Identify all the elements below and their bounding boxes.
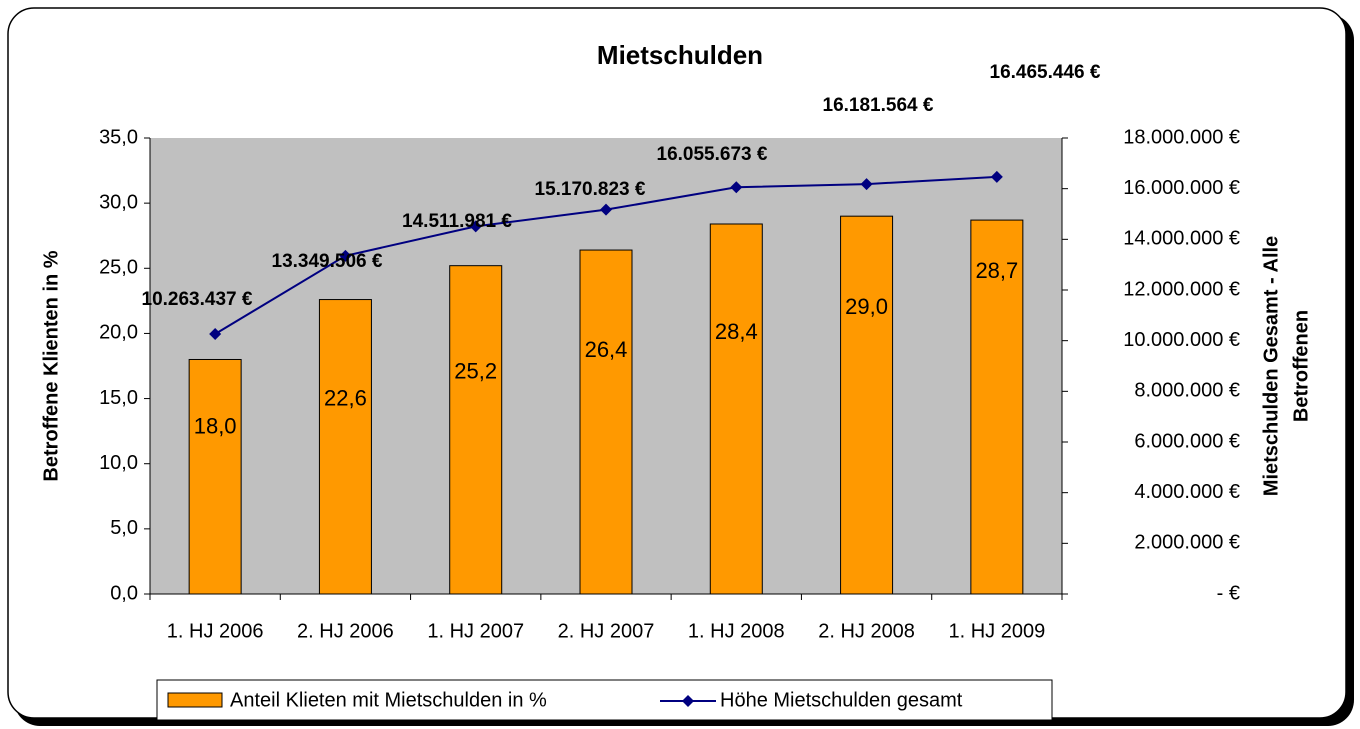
y-tick-label: 5,0 (110, 517, 138, 539)
line-value-label: 13.349.506 € (272, 251, 383, 272)
y2-tick-label: 2.000.000 € (1134, 532, 1240, 554)
marker (469, 220, 482, 233)
y-tick-label: 15,0 (99, 387, 138, 409)
y2-tick-label: 18.000.000 € (1123, 126, 1240, 148)
legend-label: Anteil Klieten mit Mietschulden in % (230, 689, 547, 711)
y-tick-label: 20,0 (99, 322, 138, 344)
x-tick-label: 2. HJ 2007 (558, 620, 655, 642)
y2-tick-label: 16.000.000 € (1123, 177, 1240, 199)
y2-tick-label: 12.000.000 € (1123, 278, 1240, 300)
legend-swatch (167, 692, 223, 708)
y-axis-label: Betroffene Klienten in % (40, 250, 62, 481)
y2-tick-label: 14.000.000 € (1123, 228, 1240, 250)
line-value-label: 16.465.446 € (990, 62, 1101, 83)
bar-value-label: 28,4 (715, 319, 758, 344)
line-value-label: 10.263.437 € (142, 289, 253, 310)
legend-label: Höhe Mietschulden gesamt (720, 689, 963, 711)
bar-value-label: 26,4 (585, 337, 628, 362)
line-value-label: 14.511.981 € (402, 211, 512, 232)
marker (990, 170, 1003, 183)
bar (188, 358, 242, 595)
line-value-label: 16.055.673 € (657, 144, 768, 165)
y-tick-label: 30,0 (99, 191, 138, 213)
y2-axis-label: Mietschulden Gesamt - Alle (1260, 236, 1282, 496)
y2-tick-label: 8.000.000 € (1134, 380, 1240, 402)
chart-title: Mietschulden (597, 40, 763, 70)
y2-axis-label: Betroffenen (1290, 310, 1312, 422)
bar-value-label: 18,0 (194, 413, 237, 438)
line-value-label: 16.181.564 € (823, 95, 934, 116)
marker (860, 178, 873, 191)
y2-tick-label: 10.000.000 € (1123, 329, 1240, 351)
y-tick-label: 0,0 (110, 582, 138, 604)
y2-tick-label: - € (1217, 582, 1240, 604)
legend (156, 679, 1053, 721)
x-tick-label: 1. HJ 2006 (167, 620, 264, 642)
x-tick-label: 1. HJ 2009 (948, 620, 1045, 642)
x-tick-label: 1. HJ 2007 (427, 620, 524, 642)
bar (709, 223, 763, 595)
marker (339, 249, 352, 262)
x-tick-label: 2. HJ 2006 (297, 620, 394, 642)
y2-tick-label: 6.000.000 € (1134, 430, 1240, 452)
x-tick-label: 1. HJ 2008 (688, 620, 785, 642)
bar-value-label: 25,2 (454, 358, 497, 383)
bar (449, 265, 503, 595)
y-tick-label: 25,0 (99, 257, 138, 279)
legend-marker (682, 695, 694, 707)
marker (730, 181, 743, 194)
marker (209, 327, 222, 340)
bar-value-label: 22,6 (324, 385, 367, 410)
y2-tick-label: 4.000.000 € (1134, 481, 1240, 503)
y-tick-label: 10,0 (99, 452, 138, 474)
line-value-label: 15.170.823 € (535, 179, 646, 200)
bar-value-label: 28,7 (975, 258, 1018, 283)
y-tick-label: 35,0 (99, 126, 138, 148)
bar (579, 249, 633, 595)
bar-value-label: 29,0 (845, 294, 888, 319)
bar (318, 299, 372, 595)
marker (600, 203, 612, 216)
x-tick-label: 2. HJ 2008 (818, 620, 915, 642)
bar (840, 215, 894, 595)
bar (970, 219, 1024, 595)
